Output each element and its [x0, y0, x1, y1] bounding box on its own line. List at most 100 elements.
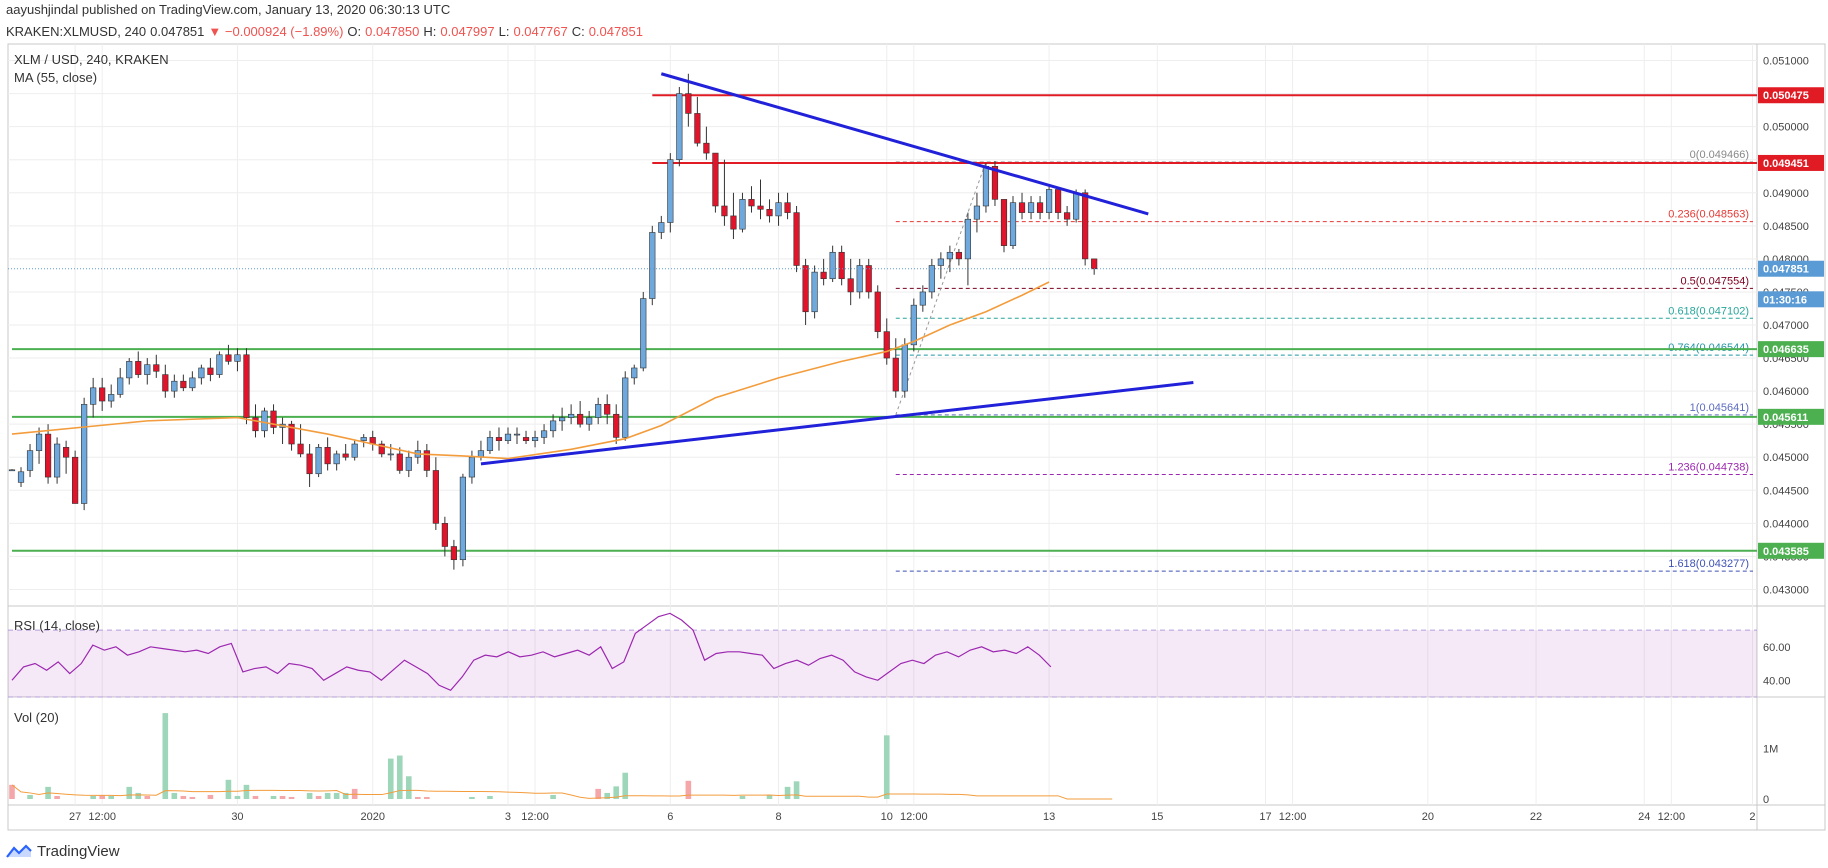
candle-body: [1000, 199, 1008, 246]
volume-bar: [550, 794, 556, 799]
close-value: 0.047851: [588, 24, 643, 39]
candle-body: [847, 278, 854, 293]
open-label: O:: [347, 24, 362, 39]
time-tick-label: 8: [775, 811, 781, 823]
candle-body: [63, 447, 70, 458]
open-value: 0.047850: [365, 24, 420, 39]
candle-body: [730, 215, 737, 230]
candle-body: [631, 367, 638, 379]
volume-bar: [135, 792, 142, 799]
volume-bar: [90, 795, 96, 799]
low-label: L:: [498, 24, 510, 39]
volume-bar: [595, 788, 601, 799]
candle-body: [703, 142, 710, 154]
candle-body: [72, 456, 79, 504]
candle-body: [207, 367, 214, 375]
volume-bar: [784, 786, 791, 799]
candle-body: [405, 456, 412, 471]
candle-body: [1036, 202, 1044, 213]
candle-body: [784, 202, 791, 213]
candle-body: [757, 205, 764, 210]
price-tick-label: 0.044000: [1763, 518, 1809, 530]
candle-body: [198, 367, 205, 379]
candle-body: [820, 271, 827, 280]
candle-body: [342, 453, 349, 458]
candle-body: [640, 298, 647, 369]
volume-bar: [315, 795, 322, 799]
candle-body: [1082, 192, 1089, 260]
candle-body: [387, 453, 394, 456]
volume-bar: [396, 755, 403, 799]
volume-bar: [9, 784, 15, 799]
time-tick-label: 30: [231, 811, 243, 823]
level-price-label: 0.046635: [1763, 344, 1809, 356]
time-tick-label: 12:00: [88, 811, 116, 823]
candle-body: [991, 166, 999, 200]
volume-bar: [387, 758, 394, 799]
candle-body: [1027, 202, 1035, 213]
volume-bar: [144, 795, 151, 799]
candle-body: [685, 93, 692, 114]
candle-body: [495, 437, 503, 442]
candle-body: [333, 453, 340, 465]
price-tick-label: 0.051000: [1763, 56, 1809, 68]
chart-header: aayushjindal published on TradingView.co…: [6, 0, 647, 39]
author-name[interactable]: aayushjindal: [6, 2, 79, 17]
candle-body: [315, 447, 322, 475]
time-tick-label: 24: [1638, 811, 1650, 823]
rsi-line: [11, 612, 1052, 692]
candle-body: [126, 361, 133, 379]
volume-bar: [234, 795, 241, 799]
price-tick-label: 0.047000: [1763, 320, 1809, 332]
time-tick-label: 3: [505, 811, 511, 823]
rsi-tick-label: 60.00: [1763, 642, 1791, 654]
volume-bar: [766, 794, 773, 799]
price-tick-label: 0.046000: [1763, 386, 1809, 398]
candle-body: [234, 354, 241, 362]
fib-level-label: 0.236(0.048563): [1668, 209, 1749, 221]
candle-body: [856, 265, 863, 293]
time-tick-label: 17: [1259, 811, 1271, 823]
candle-body: [423, 450, 430, 471]
ma-indicator-label: MA (55, close): [14, 70, 97, 85]
time-tick-label: 2020: [360, 811, 384, 823]
support-price-tag: [1758, 542, 1824, 559]
support-price-tag: [1758, 341, 1824, 358]
tradingview-logo-icon: [6, 844, 32, 858]
candle-body: [261, 410, 268, 432]
candle-body: [829, 251, 836, 280]
ma55-line: [11, 281, 1050, 460]
candle-body: [306, 453, 313, 475]
candle-body: [568, 413, 575, 418]
current-price-tag: [1758, 291, 1824, 308]
candle-body: [955, 251, 962, 260]
time-tick-label: 15: [1151, 811, 1163, 823]
chart-frame: [7, 43, 1826, 831]
volume-bar: [622, 772, 629, 799]
candle-body: [937, 258, 944, 266]
volume-bar: [415, 796, 421, 799]
candle-body: [270, 410, 277, 428]
candle-body: [928, 265, 935, 293]
candle-body: [946, 251, 953, 260]
published-text: published on TradingView.com, January 13…: [81, 2, 451, 17]
volume-bar: [99, 794, 105, 799]
symbol-label: KRAKEN:XLMUSD, 240: [6, 24, 147, 39]
rsi-title: RSI (14, close): [14, 618, 100, 633]
candle-body: [964, 218, 972, 260]
level-price-label: 0.050475: [1763, 90, 1809, 102]
candle-body: [90, 387, 97, 405]
candle-body: [540, 430, 548, 438]
price-change: ▼ −0.000924 (−1.89%): [208, 24, 344, 39]
candle-body: [874, 291, 881, 332]
price-tick-label: 0.043000: [1763, 584, 1809, 596]
time-tick-label: 12:00: [1279, 811, 1307, 823]
tradingview-brand[interactable]: TradingView: [6, 836, 120, 866]
volume-bar: [189, 796, 196, 799]
candle-body: [17, 471, 25, 483]
candle-body: [522, 437, 530, 442]
candle-body: [225, 354, 232, 362]
price-tick-label: 0.044500: [1763, 485, 1809, 497]
candle-body: [1018, 202, 1026, 213]
